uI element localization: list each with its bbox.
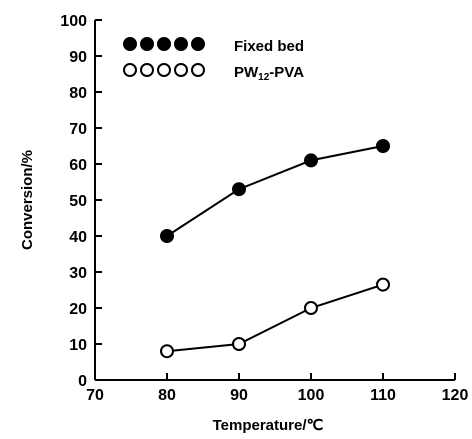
series-layer (160, 139, 390, 359)
legend-label-pw12-pva: PW12-PVA (234, 64, 304, 83)
y-tick-label: 50 (69, 193, 87, 210)
data-point-series-0 (160, 229, 174, 243)
y-tick-label: 10 (69, 337, 87, 354)
y-tick-label: 70 (69, 121, 87, 138)
legend-label-fixed-bed: Fixed bed (234, 38, 304, 55)
x-ticks: 70 80 90 100 110 120 (86, 373, 468, 404)
y-tick-label: 100 (60, 13, 87, 30)
legend-label-pw-tail: -PVA (269, 64, 304, 81)
legend-marker (140, 37, 154, 51)
y-ticks: 0 10 20 30 40 50 60 70 80 90 100 (60, 13, 102, 390)
legend-marker (123, 63, 137, 77)
series-line-1 (166, 283, 384, 353)
x-tick-label: 70 (86, 387, 104, 404)
legend-marker (174, 37, 188, 51)
y-tick-label: 90 (69, 49, 87, 66)
data-point-series-0 (376, 139, 390, 153)
x-tick-label: 100 (298, 387, 325, 404)
data-point-series-0 (304, 153, 318, 168)
legend: Fixed bed PW12-PVA (123, 37, 304, 83)
legend-label-pw-subscript: 12 (258, 72, 270, 83)
legend-markers-pw12-pva (123, 63, 205, 77)
data-point-series-1 (376, 277, 390, 292)
y-tick-label: 30 (69, 265, 87, 282)
x-tick-label: 80 (158, 387, 176, 404)
legend-label-pw-main: PW (234, 64, 259, 81)
y-tick-label: 40 (69, 229, 87, 246)
legend-marker (140, 63, 154, 77)
x-axis-label: Temperature/℃ (213, 417, 324, 434)
data-point-series-0 (232, 182, 246, 197)
x-tick-label: 90 (230, 387, 248, 404)
y-tick-label: 20 (69, 301, 87, 318)
legend-marker (191, 37, 205, 51)
y-tick-label: 80 (69, 85, 87, 102)
y-axis-label: Conversion/% (19, 150, 36, 250)
y-tick-label: 60 (69, 157, 87, 174)
legend-marker (123, 37, 137, 51)
legend-marker (157, 37, 171, 51)
legend-marker (174, 63, 188, 77)
series-line-0 (166, 145, 384, 237)
data-point-series-1 (160, 344, 174, 359)
y-tick-label: 0 (78, 373, 87, 390)
x-tick-label: 110 (370, 387, 396, 404)
legend-marker (157, 63, 171, 77)
data-point-series-1 (232, 337, 246, 351)
legend-marker (191, 63, 205, 77)
legend-markers-fixed-bed (123, 37, 205, 51)
data-point-series-1 (304, 301, 318, 315)
x-tick-label: 120 (442, 387, 469, 404)
